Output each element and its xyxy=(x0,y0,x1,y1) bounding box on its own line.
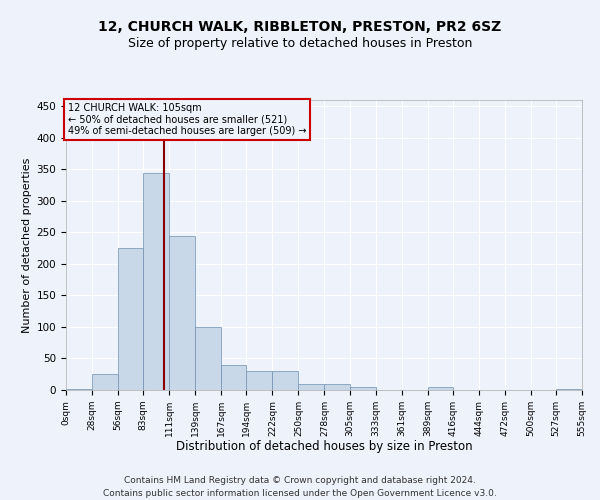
Bar xyxy=(272,371,298,390)
Text: 12 CHURCH WALK: 105sqm
← 50% of detached houses are smaller (521)
49% of semi-de: 12 CHURCH WALK: 105sqm ← 50% of detached… xyxy=(68,103,307,136)
Text: Size of property relative to detached houses in Preston: Size of property relative to detached ho… xyxy=(128,38,472,51)
Bar xyxy=(118,248,143,390)
Y-axis label: Number of detached properties: Number of detached properties xyxy=(22,158,32,332)
Bar xyxy=(298,384,325,390)
Bar xyxy=(428,387,453,390)
Bar xyxy=(66,388,92,390)
Bar xyxy=(247,371,272,390)
Text: Contains HM Land Registry data © Crown copyright and database right 2024.
Contai: Contains HM Land Registry data © Crown c… xyxy=(103,476,497,498)
Bar xyxy=(92,374,118,390)
Bar xyxy=(195,327,221,390)
Text: 12, CHURCH WALK, RIBBLETON, PRESTON, PR2 6SZ: 12, CHURCH WALK, RIBBLETON, PRESTON, PR2… xyxy=(98,20,502,34)
Bar xyxy=(221,365,247,390)
Bar xyxy=(169,236,195,390)
X-axis label: Distribution of detached houses by size in Preston: Distribution of detached houses by size … xyxy=(176,440,472,454)
Bar xyxy=(143,172,169,390)
Bar xyxy=(350,387,376,390)
Bar xyxy=(325,384,350,390)
Bar xyxy=(556,388,582,390)
